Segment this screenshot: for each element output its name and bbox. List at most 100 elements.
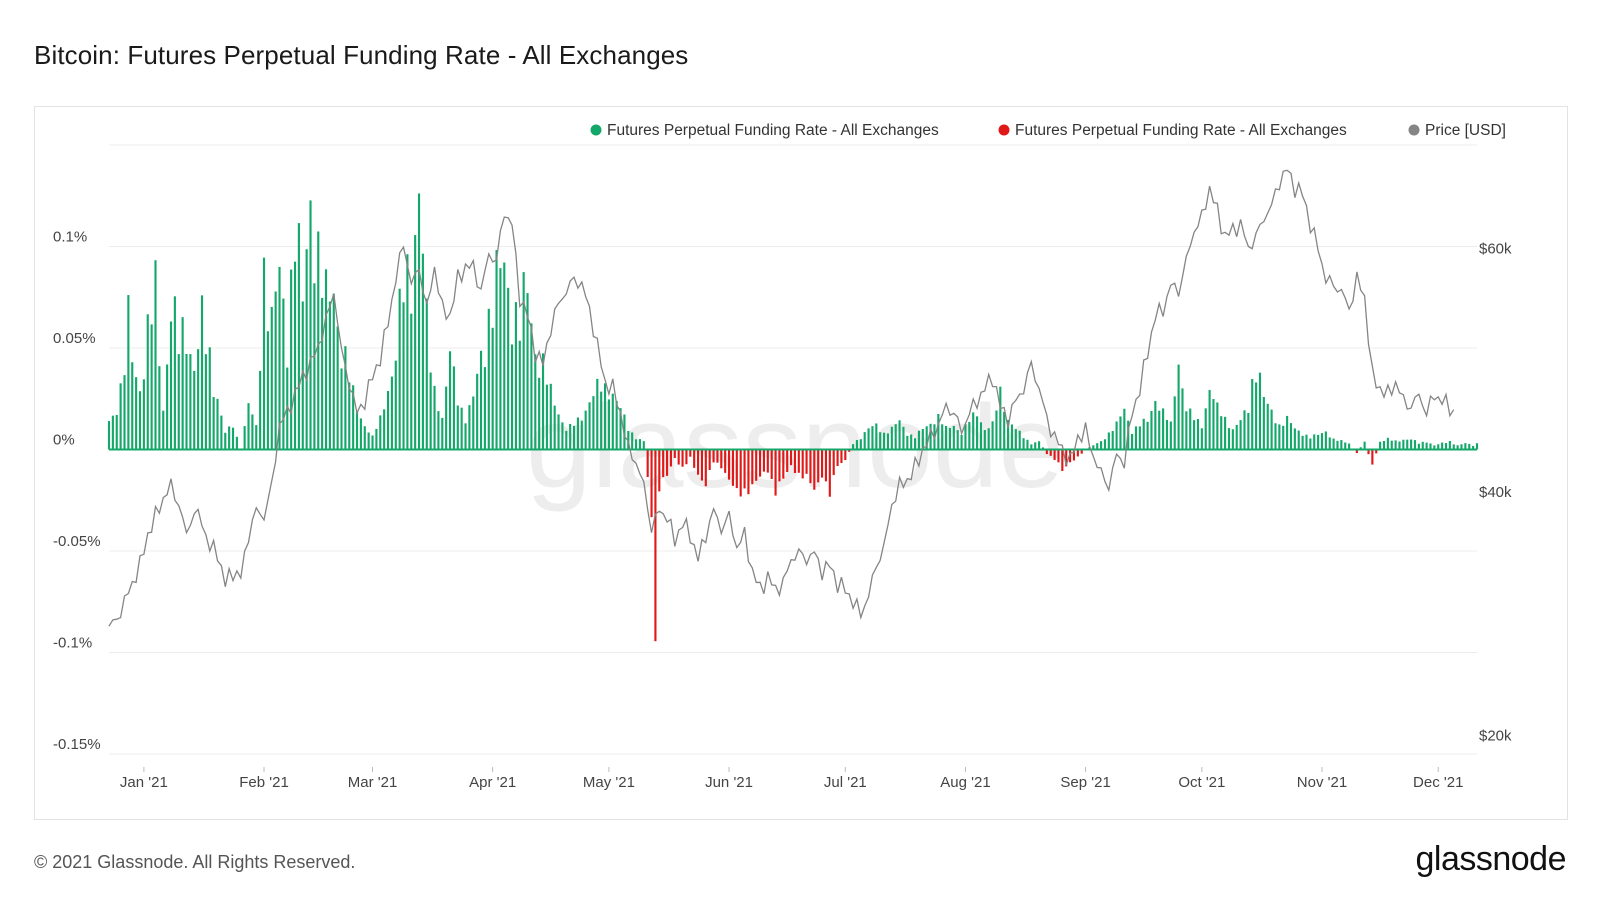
bar-positive	[557, 414, 560, 450]
bar-positive	[464, 423, 467, 450]
bar-negative	[1053, 449, 1056, 461]
bar-positive	[406, 254, 409, 450]
bar-positive	[879, 432, 882, 450]
brand-logo[interactable]: glassnode	[1415, 840, 1566, 878]
bar-positive	[1142, 418, 1145, 450]
bar-negative	[727, 449, 731, 480]
bar-positive	[1328, 437, 1331, 450]
x-axis-tick-label: Sep '21	[1060, 774, 1110, 791]
bar-positive	[1030, 444, 1033, 450]
bar-positive	[503, 262, 506, 450]
bar-positive	[576, 417, 579, 450]
bar-positive	[631, 432, 634, 450]
bar-positive	[1243, 410, 1246, 450]
bar-positive	[875, 423, 878, 450]
bar-positive	[270, 306, 273, 450]
bar-positive	[1417, 443, 1420, 450]
bar-positive	[1169, 421, 1172, 450]
x-axis-tick-label: Feb '21	[239, 774, 289, 791]
legend-label-price: Price [USD]	[1425, 122, 1506, 139]
bar-positive	[371, 435, 374, 450]
bar-negative	[813, 449, 816, 490]
bar-positive	[166, 364, 169, 450]
bar-positive	[964, 424, 967, 450]
bar-positive	[150, 324, 153, 450]
bar-positive	[204, 354, 207, 450]
bar-positive	[142, 379, 145, 450]
bar-positive	[340, 368, 343, 450]
left-axis: 0.1% 0.05% 0% -0.05% -0.1% -0.15%	[53, 229, 101, 754]
x-axis-tick-label: Jun '21	[705, 774, 753, 791]
bar-positive	[1437, 444, 1440, 450]
bar-positive	[1406, 439, 1409, 450]
bar-positive	[561, 422, 564, 450]
bar-negative	[782, 449, 785, 479]
bar-positive	[317, 231, 320, 450]
bar-positive	[1441, 442, 1444, 450]
page-title: Bitcoin: Futures Perpetual Funding Rate …	[34, 40, 689, 70]
bar-positive	[1382, 441, 1386, 450]
x-axis-tick-label: Mar '21	[348, 774, 398, 791]
bar-negative	[716, 449, 719, 463]
bar-positive	[158, 366, 161, 450]
bar-positive	[968, 421, 971, 450]
legend-item-price[interactable]: Price [USD]	[1408, 122, 1506, 139]
bar-positive	[859, 439, 862, 450]
bar-negative	[1069, 449, 1072, 463]
bar-negative	[650, 449, 653, 518]
legend-item-positive[interactable]: Futures Perpetual Funding Rate - All Exc…	[590, 122, 939, 139]
bar-positive	[1208, 389, 1211, 450]
legend-marker-negative	[998, 124, 1010, 136]
bar-positive	[569, 423, 572, 450]
bar-positive	[177, 354, 180, 450]
bar-positive	[383, 409, 386, 450]
bar-positive	[1421, 441, 1424, 450]
bar-positive	[1007, 419, 1010, 450]
bar-negative	[735, 449, 738, 489]
bar-positive	[278, 266, 281, 450]
bar-positive	[1309, 438, 1312, 450]
bar-positive	[1193, 420, 1196, 450]
bar-negative	[766, 449, 769, 473]
bar-negative	[1045, 449, 1048, 455]
bar-positive	[549, 383, 552, 450]
bar-positive	[259, 370, 262, 450]
bar-positive	[448, 351, 452, 450]
bar-positive	[394, 360, 397, 450]
bar-positive	[619, 408, 622, 450]
bar-positive	[324, 269, 328, 450]
bar-positive	[367, 432, 370, 450]
bar-positive	[216, 398, 219, 450]
bar-positive	[1475, 443, 1479, 450]
bar-positive	[456, 405, 459, 450]
bar-positive	[1235, 424, 1238, 450]
bar-positive	[1289, 423, 1293, 450]
bar-positive	[146, 314, 149, 450]
bar-positive	[328, 301, 331, 450]
bar-negative	[677, 449, 680, 465]
bar-positive	[181, 317, 184, 450]
bar-positive	[266, 331, 269, 450]
bar-positive	[197, 349, 200, 450]
bar-positive	[224, 432, 227, 450]
bar-negative	[731, 449, 734, 486]
bar-negative	[828, 449, 831, 497]
bar-positive	[1444, 443, 1448, 450]
bar-positive	[526, 293, 529, 450]
bar-positive	[1165, 420, 1169, 450]
bar-positive	[534, 354, 537, 450]
bar-positive	[123, 375, 126, 450]
bar-positive	[1224, 416, 1227, 450]
bar-negative	[1076, 449, 1079, 457]
legend-item-negative[interactable]: Futures Perpetual Funding Rate - All Exc…	[998, 122, 1347, 139]
bar-positive	[1146, 421, 1149, 450]
bar-positive	[545, 384, 548, 450]
bar-positive	[301, 301, 304, 450]
bar-positive	[580, 420, 583, 450]
x-axis-tick-label: Dec '21	[1413, 774, 1463, 791]
bar-negative	[1065, 449, 1068, 467]
bar-positive	[518, 340, 521, 450]
bar-positive	[220, 415, 223, 450]
bar-positive	[247, 403, 250, 450]
right-axis-tick-label: $20k	[1479, 728, 1512, 745]
